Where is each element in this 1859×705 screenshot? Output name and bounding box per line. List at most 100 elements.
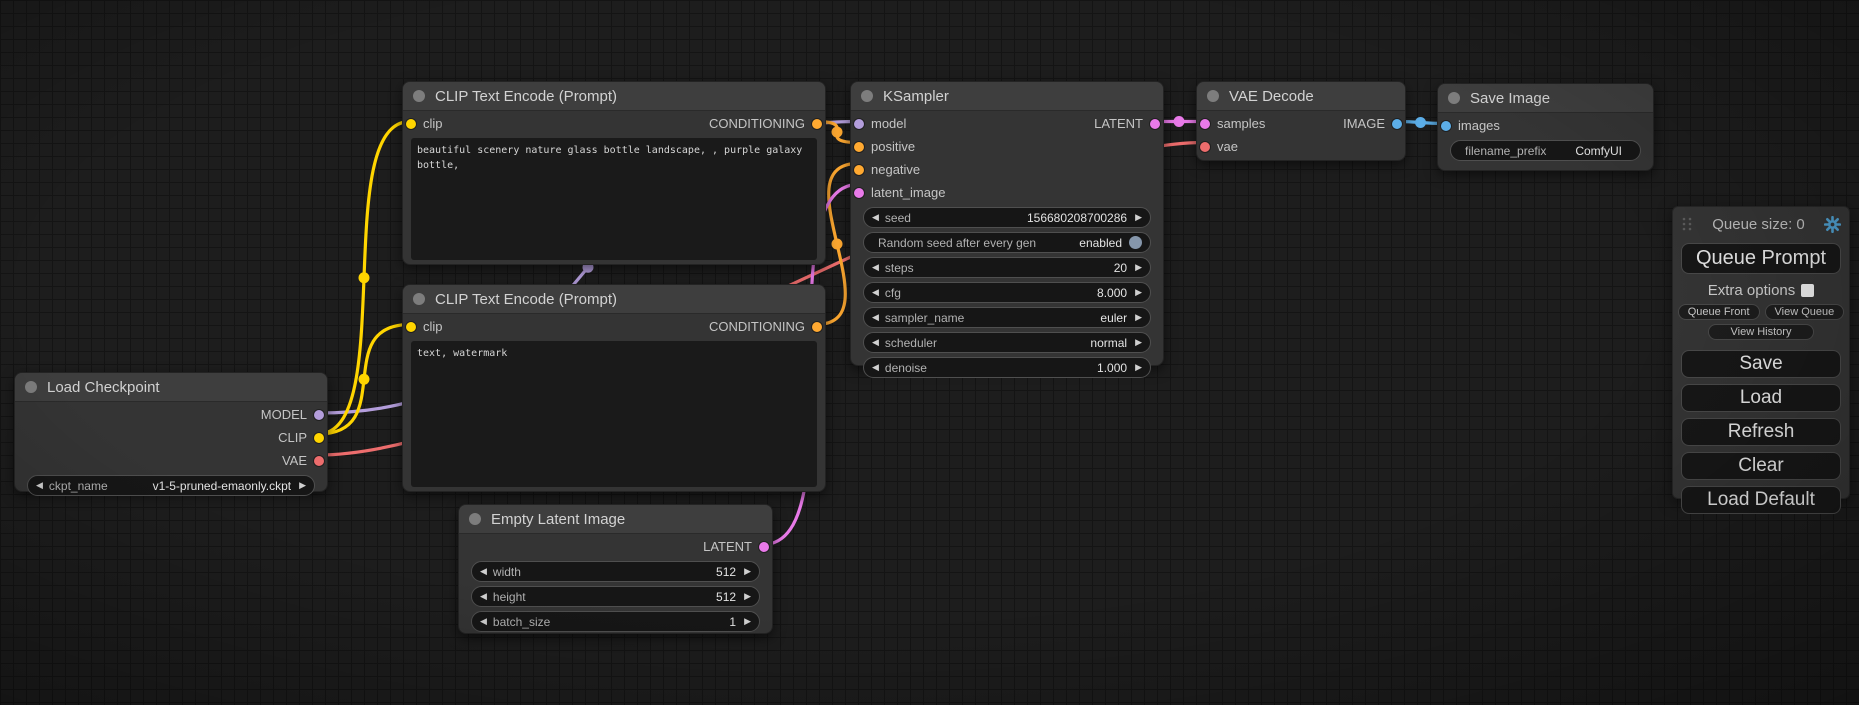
load-default-button[interactable]: Load Default (1681, 486, 1841, 514)
conditioning-output-slot[interactable] (812, 118, 822, 129)
slot-row-model-latent: model LATENT (851, 113, 1163, 134)
decrement-arrow-icon[interactable]: ◀ (872, 312, 879, 322)
decrement-arrow-icon[interactable]: ◀ (872, 287, 879, 297)
node-title: CLIP Text Encode (Prompt) (435, 87, 618, 105)
model-input-slot[interactable] (854, 118, 864, 129)
node-save-image[interactable]: Save Image images filename_prefix ComfyU… (1437, 83, 1654, 171)
sampler-name-widget[interactable]: ◀ sampler_name euler ▶ (863, 307, 1151, 328)
decrement-arrow-icon[interactable]: ◀ (480, 616, 487, 626)
increment-arrow-icon[interactable]: ▶ (1135, 362, 1142, 372)
increment-arrow-icon[interactable]: ▶ (744, 616, 751, 626)
batch-size-widget[interactable]: ◀ batch_size 1 ▶ (471, 611, 760, 632)
widget-value: normal (1090, 335, 1128, 350)
denoise-widget[interactable]: ◀ denoise 1.000 ▶ (863, 357, 1151, 378)
images-input-slot[interactable] (1441, 120, 1451, 131)
increment-arrow-icon[interactable]: ▶ (1135, 212, 1142, 222)
collapse-dot-icon[interactable] (1207, 90, 1219, 102)
output-label: CONDITIONING (708, 319, 805, 334)
increment-arrow-icon[interactable]: ▶ (744, 591, 751, 601)
toggle-icon[interactable] (1129, 236, 1142, 249)
input-label: clip (423, 319, 443, 334)
decrement-arrow-icon[interactable]: ◀ (872, 262, 879, 272)
samples-input-slot[interactable] (1200, 118, 1210, 129)
height-widget[interactable]: ◀ height 512 ▶ (471, 586, 760, 607)
decrement-arrow-icon[interactable]: ◀ (872, 337, 879, 347)
negative-prompt-textarea[interactable]: text, watermark (411, 341, 817, 487)
decrement-arrow-icon[interactable]: ◀ (872, 362, 879, 372)
node-title-bar[interactable]: Empty Latent Image (459, 505, 772, 534)
widget-value: 1 (729, 614, 737, 629)
drag-handle-icon[interactable] (1681, 216, 1693, 232)
queue-front-button[interactable]: Queue Front (1677, 304, 1760, 320)
scheduler-widget[interactable]: ◀ scheduler normal ▶ (863, 332, 1151, 353)
clear-button[interactable]: Clear (1681, 452, 1841, 480)
image-output-slot[interactable] (1392, 118, 1402, 129)
extra-options-checkbox[interactable] (1801, 284, 1815, 297)
node-title-bar[interactable]: KSampler (851, 82, 1163, 111)
seed-widget[interactable]: ◀ seed 156680208700286 ▶ (863, 207, 1151, 228)
load-button[interactable]: Load (1681, 384, 1841, 412)
positive-input-slot[interactable] (854, 141, 864, 152)
node-title-bar[interactable]: VAE Decode (1197, 82, 1405, 111)
node-empty-latent-image[interactable]: Empty Latent Image LATENT ◀ width 512 ▶ … (458, 504, 773, 634)
latent-image-input-slot[interactable] (854, 187, 864, 198)
collapse-dot-icon[interactable] (25, 381, 37, 393)
conditioning-output-slot[interactable] (812, 321, 822, 332)
queue-size-label: Queue size: 0 (1712, 215, 1805, 233)
output-row-clip: CLIP (15, 427, 327, 448)
node-load-checkpoint[interactable]: Load Checkpoint MODEL CLIP VAE ◀ ckpt_na… (14, 372, 328, 496)
decrement-arrow-icon[interactable]: ◀ (480, 591, 487, 601)
node-title-bar[interactable]: CLIP Text Encode (Prompt) (403, 82, 825, 111)
widget-value: 512 (716, 589, 737, 604)
steps-widget[interactable]: ◀ steps 20 ▶ (863, 257, 1151, 278)
model-output-slot[interactable] (314, 409, 324, 420)
clip-input-slot[interactable] (406, 321, 416, 332)
clip-output-slot[interactable] (314, 432, 324, 443)
save-button[interactable]: Save (1681, 350, 1841, 378)
collapse-dot-icon[interactable] (413, 293, 425, 305)
decrement-arrow-icon[interactable]: ◀ (36, 480, 43, 490)
ckpt-name-widget[interactable]: ◀ ckpt_name v1-5-pruned-emaonly.ckpt ▶ (27, 475, 315, 496)
positive-prompt-textarea[interactable]: beautiful scenery nature glass bottle la… (411, 138, 817, 260)
collapse-dot-icon[interactable] (413, 90, 425, 102)
collapse-dot-icon[interactable] (469, 513, 481, 525)
vae-output-slot[interactable] (314, 455, 324, 466)
vae-input-slot[interactable] (1200, 141, 1210, 152)
latent-output-slot[interactable] (759, 541, 769, 552)
increment-arrow-icon[interactable]: ▶ (299, 480, 306, 490)
settings-gear-icon[interactable] (1824, 215, 1841, 233)
node-ksampler[interactable]: KSampler model LATENT positive negative … (850, 81, 1164, 378)
node-title-bar[interactable]: Load Checkpoint (15, 373, 327, 402)
collapse-dot-icon[interactable] (1448, 92, 1460, 104)
cfg-widget[interactable]: ◀ cfg 8.000 ▶ (863, 282, 1151, 303)
random-seed-widget[interactable]: Random seed after every gen enabled (863, 232, 1151, 253)
slot-row-vae: vae (1197, 136, 1405, 157)
increment-arrow-icon[interactable]: ▶ (1135, 262, 1142, 272)
slot-row-samples-image: samples IMAGE (1197, 113, 1405, 134)
view-queue-button[interactable]: View Queue (1764, 304, 1845, 320)
clip-input-slot[interactable] (406, 118, 416, 129)
increment-arrow-icon[interactable]: ▶ (1135, 287, 1142, 297)
increment-arrow-icon[interactable]: ▶ (1135, 337, 1142, 347)
filename-prefix-widget[interactable]: filename_prefix ComfyUI (1450, 140, 1641, 161)
widget-value: 1.000 (1097, 360, 1128, 375)
slot-row-clip-conditioning: clip CONDITIONING (403, 316, 825, 337)
latent-output-slot[interactable] (1150, 118, 1160, 129)
decrement-arrow-icon[interactable]: ◀ (480, 566, 487, 576)
queue-prompt-button[interactable]: Queue Prompt (1681, 243, 1841, 274)
increment-arrow-icon[interactable]: ▶ (744, 566, 751, 576)
negative-input-slot[interactable] (854, 164, 864, 175)
widget-value: ComfyUI (1575, 143, 1622, 158)
increment-arrow-icon[interactable]: ▶ (1135, 312, 1142, 322)
collapse-dot-icon[interactable] (861, 90, 873, 102)
view-history-button[interactable]: View History (1708, 324, 1814, 340)
decrement-arrow-icon[interactable]: ◀ (872, 212, 879, 222)
node-title-bar[interactable]: CLIP Text Encode (Prompt) (403, 285, 825, 314)
node-title-bar[interactable]: Save Image (1438, 84, 1653, 113)
refresh-button[interactable]: Refresh (1681, 418, 1841, 446)
node-clip-text-encode-positive[interactable]: CLIP Text Encode (Prompt) clip CONDITION… (402, 81, 826, 265)
node-clip-text-encode-negative[interactable]: CLIP Text Encode (Prompt) clip CONDITION… (402, 284, 826, 492)
width-widget[interactable]: ◀ width 512 ▶ (471, 561, 760, 582)
widget-value: 156680208700286 (1026, 210, 1128, 225)
node-vae-decode[interactable]: VAE Decode samples IMAGE vae (1196, 81, 1406, 161)
